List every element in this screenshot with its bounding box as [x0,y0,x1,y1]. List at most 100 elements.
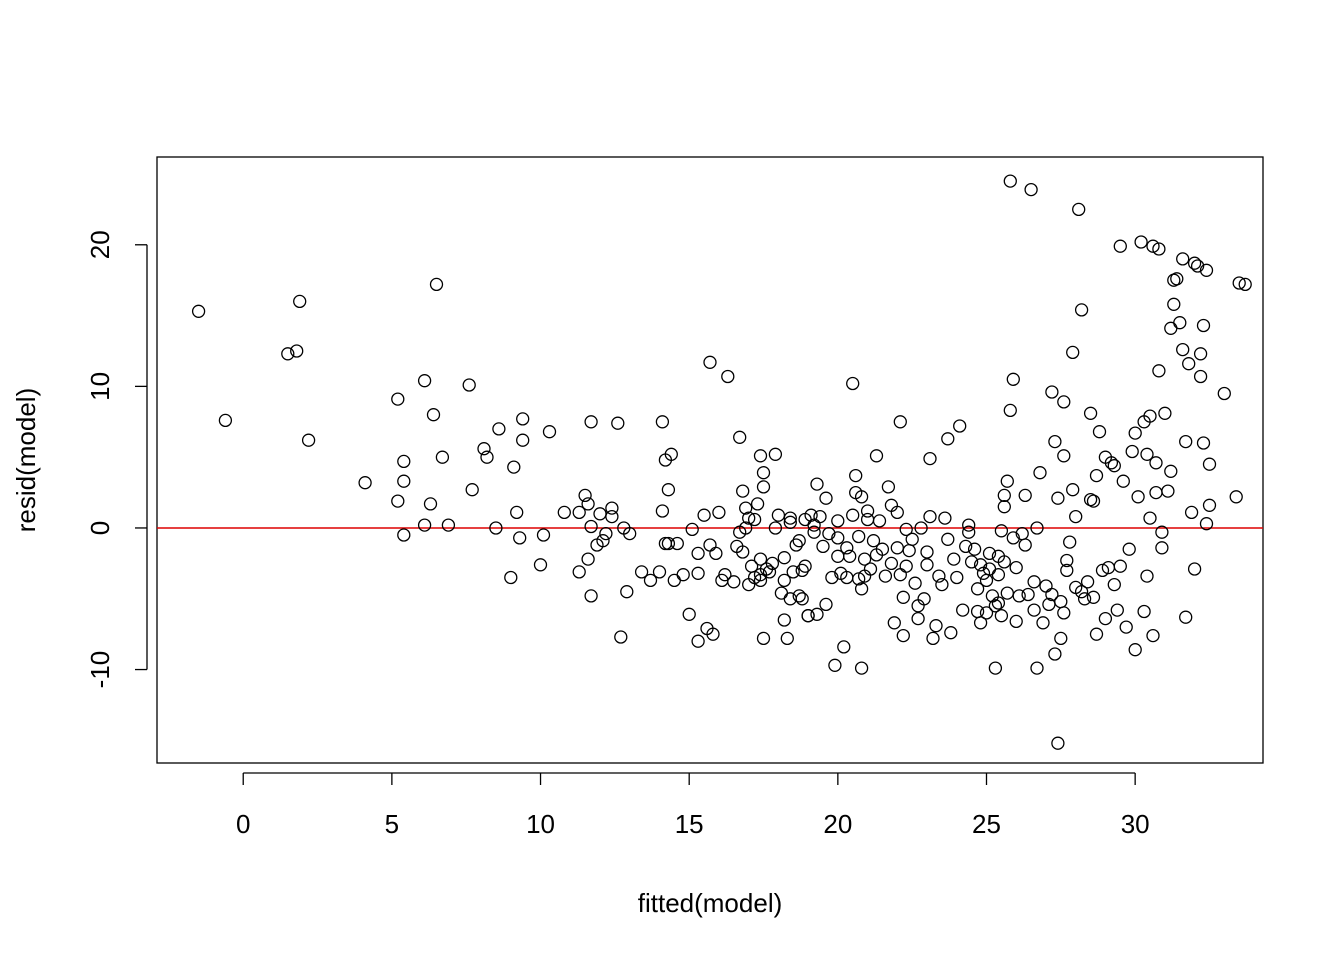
data-point [1202,457,1217,471]
data-point [810,607,824,621]
data-point [920,558,934,572]
plot-area-frame [156,156,1264,764]
x-axis-label: fitted(model) [638,888,783,918]
data-point [1018,538,1032,552]
data-point [1116,474,1130,488]
data-point [872,514,887,528]
data-point [664,447,678,461]
data-point [643,573,658,588]
x-tick-label: 25 [972,809,1001,839]
data-point [676,568,690,582]
data-point [994,609,1009,623]
data-point [293,294,307,309]
data-point [1051,736,1065,750]
data-point [391,494,405,508]
data-point [979,573,994,588]
data-point [1057,449,1071,463]
y-tick-label: 20 [85,230,115,259]
data-point [887,616,901,630]
data-point [935,577,949,592]
data-point [1057,606,1071,620]
data-point [854,490,869,504]
data-point [1066,483,1080,497]
data-point [1152,242,1166,256]
data-point [1024,182,1038,197]
data-point [429,277,444,292]
data-point [1086,494,1101,508]
data-point [1128,426,1142,440]
data-point [417,374,432,388]
data-point [1140,447,1154,461]
data-point [736,545,750,559]
data-point [1092,425,1107,439]
data-point [1199,263,1214,277]
data-point [854,582,869,596]
data-point [667,573,681,588]
data-point [1179,434,1193,449]
data-point [301,433,316,447]
data-point [1119,620,1133,634]
data-point [756,466,771,480]
data-point [1107,577,1121,592]
data-point [950,570,964,585]
data-point [1033,466,1047,480]
data-point [750,497,765,511]
data-point [941,432,955,446]
data-point [623,526,637,541]
data-point [825,570,839,585]
y-tick-label: 0 [85,521,115,535]
x-axis: 0 5 10 15 20 25 30 [236,772,1150,839]
data-point [1021,587,1035,602]
data-point [578,488,592,503]
data-point [655,415,670,429]
data-point [869,449,884,463]
data-point [712,505,726,520]
data-point [1006,372,1020,386]
data-point [959,539,973,554]
data-point [929,619,943,633]
data-point [1012,589,1026,603]
data-point [1140,569,1154,583]
data-point [1217,386,1231,401]
data-point [1089,627,1104,641]
data-point [1146,239,1160,253]
data-point [938,511,952,525]
y-axis-label: resid(model) [11,388,41,533]
data-point [1003,403,1017,418]
data-point [1229,490,1243,504]
data-point [742,511,756,525]
y-tick-label: -10 [85,651,115,689]
data-point [1122,542,1136,556]
data-point [516,433,530,447]
data-point [581,552,595,566]
data-point [709,546,723,561]
data-point [1063,535,1077,549]
data-point [1054,594,1068,609]
data-point [391,392,405,406]
data-point [1077,592,1092,606]
data-point [828,658,842,672]
data-point [783,515,797,529]
data-point [792,534,806,548]
data-point [1045,385,1059,399]
data-point [819,597,833,612]
data-point [973,558,988,572]
data-point [703,538,717,552]
data-point [991,568,1006,582]
data-point [1027,575,1041,589]
data-point [970,582,985,596]
data-point [504,570,518,585]
data-point [1143,511,1157,525]
data-point [911,611,925,626]
data-point [783,511,797,525]
data-point [777,573,791,588]
data-point [923,451,937,466]
data-point [840,541,854,555]
data-point [584,519,598,534]
data-point [846,508,860,522]
data-point [988,661,1003,675]
data-point [1095,563,1110,578]
data-point [878,569,893,583]
data-point [810,477,824,491]
data-point [581,497,595,511]
